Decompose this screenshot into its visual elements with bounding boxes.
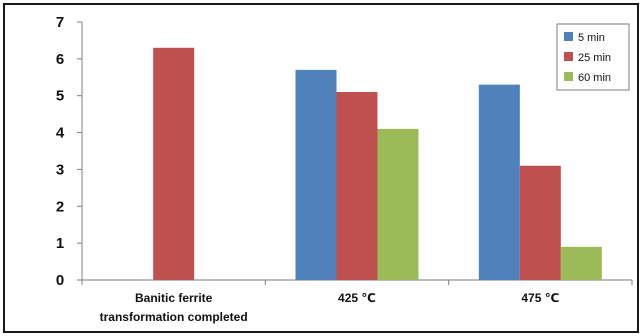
y-tick-label: 6 (56, 51, 64, 68)
x-category-label: Banitic ferrite (135, 291, 213, 305)
y-tick-label: 5 (56, 88, 64, 105)
bar-5-min (478, 84, 520, 281)
y-tick-label: 4 (56, 125, 65, 142)
legend-swatch (564, 72, 573, 81)
y-tick-label: 7 (56, 14, 64, 31)
bar-60-min (377, 128, 419, 280)
y-tick-label: 0 (56, 272, 64, 289)
legend-label: 5 min (578, 32, 605, 44)
bar-25-min (153, 47, 195, 280)
legend-label: 25 min (578, 52, 611, 64)
bar-25-min (519, 165, 561, 280)
legend-swatch (564, 52, 573, 61)
x-category-label: 475 ℃ (521, 291, 559, 305)
bar-25-min (336, 92, 378, 281)
y-tick-label: 2 (56, 198, 64, 215)
x-category-label: transformation completed (100, 310, 248, 324)
bar-5-min (295, 69, 337, 281)
x-category-label: 425 ℃ (338, 291, 376, 305)
legend-swatch (564, 32, 573, 41)
legend-label: 60 min (578, 72, 611, 84)
y-tick-label: 3 (56, 161, 64, 178)
y-tick-label: 1 (56, 235, 64, 252)
bar-60-min (560, 246, 602, 280)
